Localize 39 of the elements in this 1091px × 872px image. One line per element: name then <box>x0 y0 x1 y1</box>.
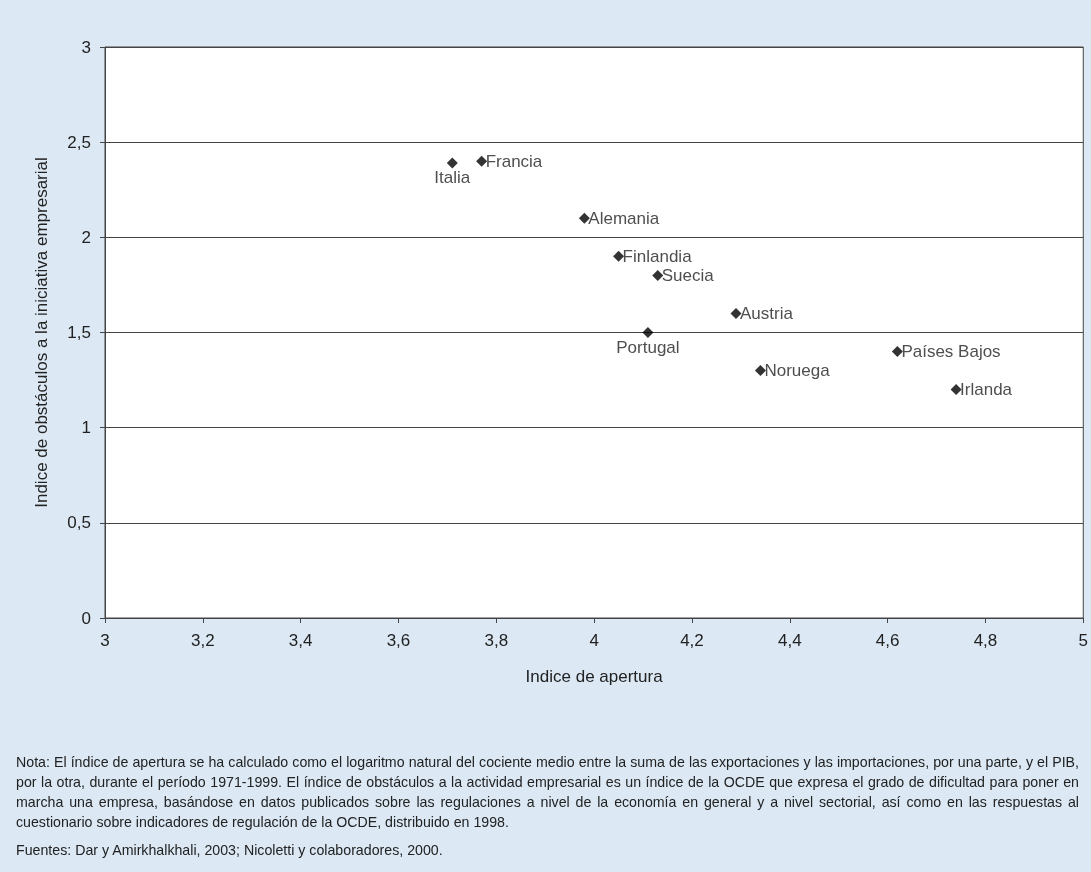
y-tick-label: 1 <box>81 418 91 438</box>
point <box>754 365 766 377</box>
point <box>476 155 488 167</box>
annotation: Alemania <box>588 208 660 228</box>
y-tick-label: 3 <box>81 37 91 57</box>
y-axis-title: Indice de obstáculos a la iniciativa empresarial <box>32 157 51 508</box>
annotation: Suecia <box>661 265 715 285</box>
point <box>891 346 903 358</box>
annotation: Países Bajos <box>901 342 1001 362</box>
source-note: Fuentes: Dar y Amirkhalkhali, 2003; Nicoletti y colaboradores, 2000. <box>16 841 444 860</box>
x-tick-label: 4,4 <box>777 631 802 650</box>
y-tick-label: 0 <box>81 608 91 628</box>
x-tick-label: 4,2 <box>680 631 704 650</box>
point <box>642 327 654 338</box>
x-tick-label: 3,2 <box>191 631 215 650</box>
x-tick-label: 4,6 <box>875 631 900 650</box>
x-tick-label: 3,8 <box>484 631 509 650</box>
annotation: Austria <box>739 303 794 323</box>
annotation: Portugal <box>616 337 680 357</box>
point <box>613 250 625 262</box>
y-tick-label: 2,5 <box>67 132 91 152</box>
y-tick-label: 2 <box>81 227 91 247</box>
x-tick-label: 3 <box>100 631 110 650</box>
annotation: Irlanda <box>960 380 1013 400</box>
y-tick-label: 1,5 <box>67 323 91 342</box>
annotation: Finlandia <box>622 246 693 266</box>
x-tick-label: 4 <box>589 631 599 650</box>
point <box>446 157 458 169</box>
point <box>950 384 962 396</box>
x-tick-label: 4,8 <box>973 631 998 650</box>
annotation: Italia <box>434 168 471 188</box>
y-tick-label: 0,5 <box>67 513 91 533</box>
x-tick-label: 5 <box>1078 631 1089 650</box>
annotation: Noruega <box>764 361 831 381</box>
text: Nota: El índice de apertura se ha calculado como el logaritmo natural del cociente medio entre la suma de las exportaciones y las importaciones, por una parte, y el PIB, por la otra, durante el período 1971-1999. El índice de obstáculos a la actividad empresarial es un índice de la OCDE que expresa el grado de dificultad para poner en marcha una empresa, basándose en datos publicados sobre las regulaciones a nivel de la economía en general y a nivel sectorial, así como en las respuestas al cuestionario sobre indicadores de regulación de la OCDE, distribuido en 1998. <box>16 753 1079 832</box>
x-axis-title: Indice de apertura <box>525 667 664 686</box>
x-tick-label: 3,4 <box>288 631 313 650</box>
x-tick-label: 3,6 <box>386 631 411 650</box>
annotation: Francia <box>485 151 543 171</box>
